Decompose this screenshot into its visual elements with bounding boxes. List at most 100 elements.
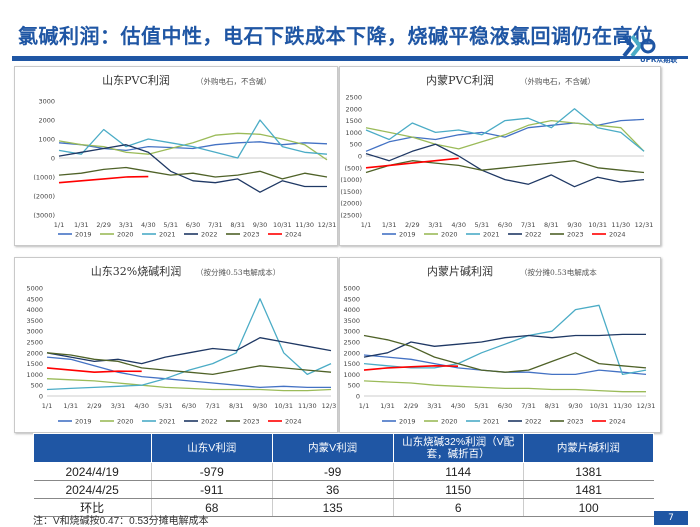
series-line-2023 <box>58 166 328 180</box>
series-line-2021 <box>58 119 328 159</box>
y-tick-label: 1500 <box>343 360 360 368</box>
legend-label: 2019 <box>399 231 416 239</box>
y-tick-label: 3000 <box>38 98 55 106</box>
y-tick-label: (500) <box>345 164 362 172</box>
chart-panel-neimeng-flake: 内蒙片碱利润 （按分摊0.53电解成本 5000 4500 4000 3500 3000 25… <box>339 257 661 433</box>
series-line-2020 <box>58 132 328 161</box>
y-tick-label: 1500 <box>26 360 43 368</box>
chart-svg: 内蒙PVC利润 （外购电石，不含碱） 2500 2000 1500 1000 500 0 (50… <box>340 73 654 239</box>
y-tick-label: 0 <box>51 155 55 163</box>
series-line-2022 <box>46 337 332 365</box>
y-tick-label: 0 <box>358 153 362 161</box>
table-header-row: 山东V利润 内蒙V利润 山东烧碱32%利润（V配套，碱折百） 内蒙片碱利润 <box>33 433 655 463</box>
y-tick-label: 2500 <box>345 94 362 102</box>
table-header: 内蒙V利润 <box>271 433 394 463</box>
x-tick-label: 1/1 <box>54 221 64 229</box>
chart-svg: 山东PVC利润 （外购电石，不含碱） 3000 2000 1000 0 (1000) (200… <box>33 73 336 239</box>
x-tick-label: 5/31 <box>163 221 178 229</box>
y-tick-label: 4000 <box>343 306 360 314</box>
chart-panel-shandong-pvc: 山东PVC利润 （外购电石，不含碱） 3000 2000 1000 0 (1000) (200… <box>14 66 338 246</box>
series-line-2021 <box>365 108 645 152</box>
series-line-2023 <box>46 352 332 376</box>
legend-label: 2024 <box>285 418 302 426</box>
x-tick-label: 6/30 <box>498 221 513 229</box>
legend-label: 2024 <box>609 231 626 239</box>
table-header <box>33 433 152 463</box>
x-tick-label: 4/30 <box>451 402 466 410</box>
logo-text: UPR众期联 <box>640 56 678 64</box>
x-tick-label: 7/31 <box>205 402 220 410</box>
chart-svg: 山东32%烧碱利润 （按分摊0.53电解成本）500045004000350030… <box>26 264 337 426</box>
legend-label: 2022 <box>201 418 218 426</box>
series-line-2021 <box>46 298 332 391</box>
y-tick-label: 5000 <box>343 285 360 293</box>
x-tick-label: 5/31 <box>474 402 489 410</box>
x-tick-label: 10/31 <box>588 221 607 229</box>
x-tick-label: 9/30 <box>253 402 268 410</box>
legend-label: 2019 <box>75 418 92 426</box>
x-tick-label: 9/30 <box>567 221 582 229</box>
x-tick-label: 1/1 <box>361 221 371 229</box>
x-tick-label: 8/31 <box>545 402 560 410</box>
y-tick-label: (2500) <box>340 212 362 220</box>
series-line-2019 <box>46 356 331 389</box>
x-tick-label: 6/30 <box>498 402 513 410</box>
chart-title: 内蒙片碱利润 <box>427 264 493 278</box>
series-line-2020 <box>365 119 645 152</box>
chart-subtitle: （按分摊0.53电解成本 <box>520 267 597 277</box>
y-tick-label: 1000 <box>345 129 362 137</box>
series-line-2020 <box>363 380 646 393</box>
x-tick-label: 12/31 <box>637 402 656 410</box>
y-tick-label: 500 <box>348 382 360 390</box>
y-tick-label: (2000) <box>33 193 55 201</box>
y-tick-label: 3000 <box>26 328 43 336</box>
table-cell: 1150 <box>392 480 524 499</box>
legend-label: 2020 <box>441 418 458 426</box>
y-tick-label: 1000 <box>26 371 43 379</box>
table-row: 2024/4/19 -979 -99 1144 1381 <box>33 462 654 481</box>
y-tick-label: 0 <box>356 393 360 401</box>
x-tick-label: 4/30 <box>141 221 156 229</box>
x-tick-label: 7/31 <box>521 402 536 410</box>
chart-subtitle: （按分摊0.53电解成本） <box>196 267 280 277</box>
y-tick-label: 2000 <box>343 349 360 357</box>
x-tick-label: 10/31 <box>590 402 609 410</box>
x-tick-label: 3/31 <box>428 221 443 229</box>
x-tick-label: 1/1 <box>42 402 52 410</box>
footnote: 注：V和烧碱按0.47：0.53分摊电解成本 <box>33 516 209 527</box>
table-cell: 1481 <box>522 480 654 499</box>
table-cell: 2024/4/19 <box>33 462 152 481</box>
series-line-2024 <box>365 157 459 169</box>
legend-label: 2023 <box>243 231 260 239</box>
x-tick-label: 12/31 <box>635 221 654 229</box>
chart-title: 山东32%烧碱利润 <box>91 264 181 278</box>
y-tick-label: 4000 <box>26 306 43 314</box>
legend-label: 2022 <box>525 418 542 426</box>
y-tick-label: 1000 <box>343 371 360 379</box>
x-tick-label: 12/31 <box>322 402 337 410</box>
x-tick-label: 2/29 <box>405 221 420 229</box>
x-tick-label: 11/30 <box>613 402 632 410</box>
x-tick-label: 11/30 <box>611 221 630 229</box>
y-tick-label: (2000) <box>340 200 362 208</box>
y-tick-label: 0 <box>39 393 43 401</box>
x-tick-label: 11/30 <box>295 221 314 229</box>
y-tick-label: 2000 <box>345 105 362 113</box>
table-cell: -99 <box>271 462 394 481</box>
y-tick-label: 500 <box>350 141 362 149</box>
y-tick-label: 3500 <box>26 317 43 325</box>
series-line-2022 <box>365 143 645 188</box>
x-tick-label: 2/29 <box>404 402 419 410</box>
chart-panel-shandong-caustic: 山东32%烧碱利润 （按分摊0.53电解成本） 5000 4500 4000 3500 30… <box>14 257 338 433</box>
legend-label: 2021 <box>483 231 500 239</box>
x-tick-label: 8/31 <box>544 221 559 229</box>
table-header: 山东V利润 <box>150 433 273 463</box>
table-header: 内蒙片碱利润 <box>522 433 655 463</box>
table-cell: 1381 <box>522 462 654 481</box>
y-tick-label: 1500 <box>345 117 362 125</box>
legend-label: 2019 <box>75 231 92 239</box>
legend-label: 2023 <box>243 418 260 426</box>
y-tick-label: 4500 <box>26 295 43 303</box>
legend-label: 2023 <box>567 231 584 239</box>
series-line-2023 <box>365 160 645 174</box>
